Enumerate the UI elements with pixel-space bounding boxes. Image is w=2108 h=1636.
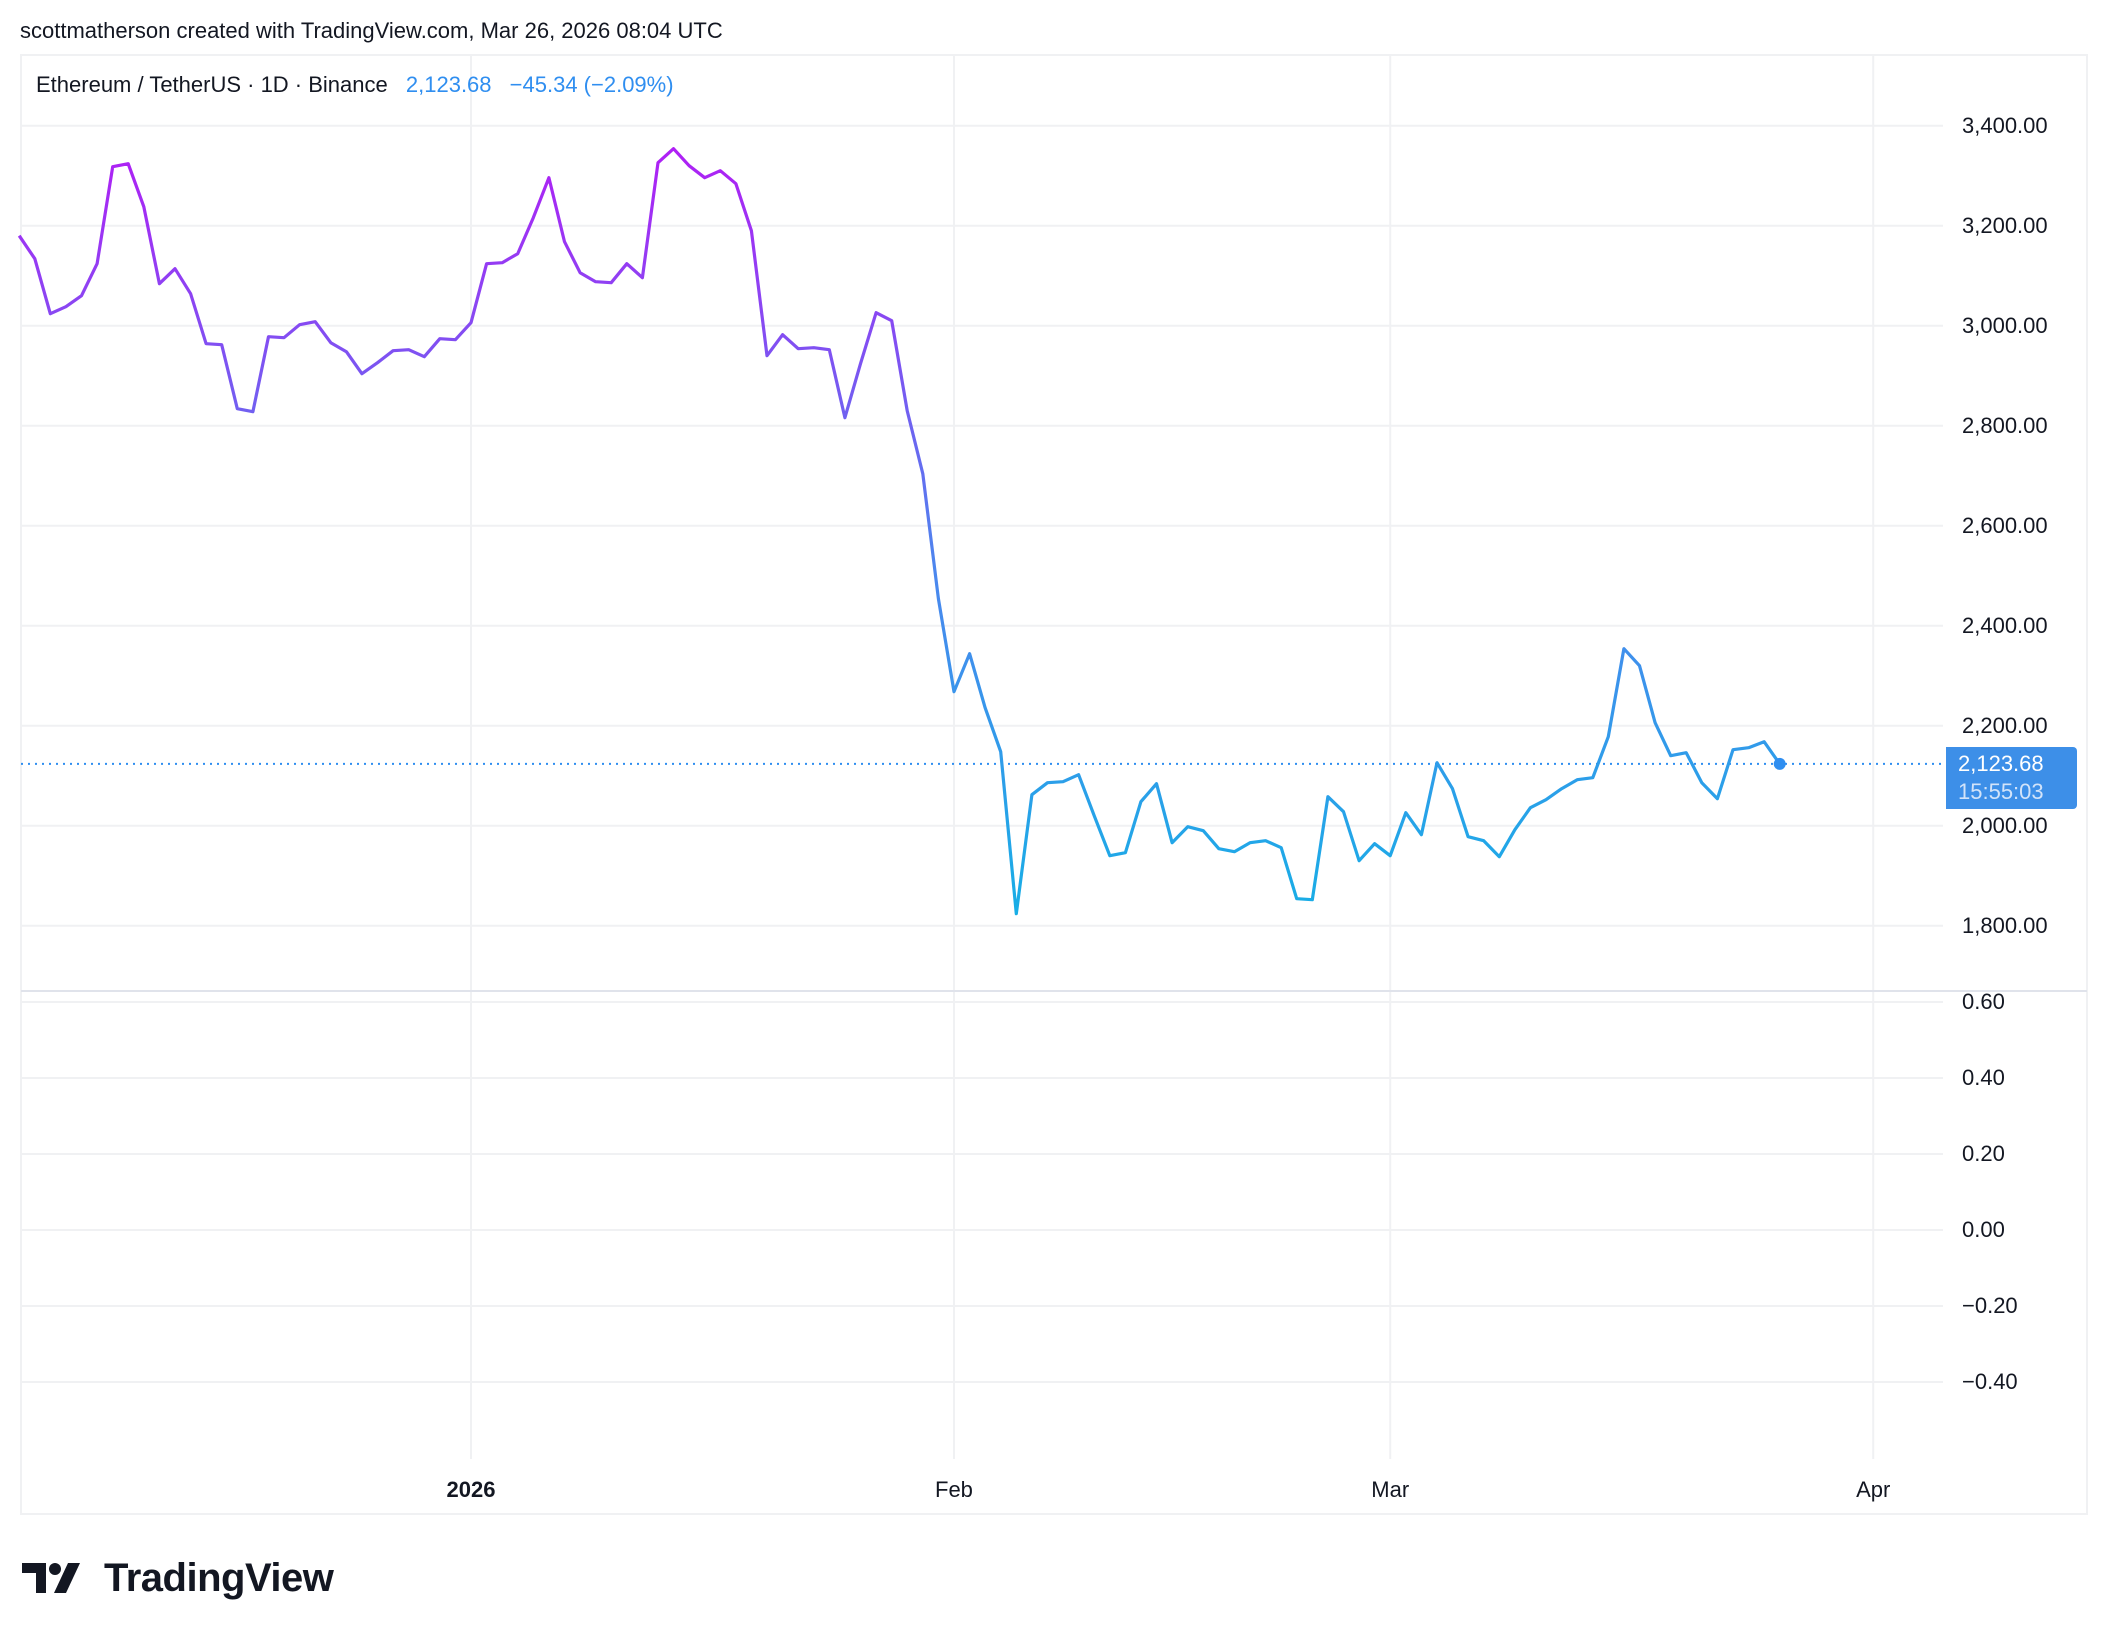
indicator-axis-label: 0.60: [1962, 989, 2005, 1014]
symbol-name[interactable]: Ethereum / TetherUS · 1D · Binance: [36, 72, 388, 97]
bar-countdown: 15:55:03: [1958, 779, 2044, 804]
time-axis-label: Mar: [1371, 1477, 1410, 1502]
tradingview-logo[interactable]: TradingView: [22, 1555, 334, 1600]
indicator-axis-label: 0.40: [1962, 1065, 2005, 1090]
price-axis-label: 2,000.00: [1962, 812, 2048, 838]
logo-text: TradingView: [104, 1555, 334, 1600]
horizontal-gridlines: [21, 124, 1943, 1383]
price-axis-label: 1,800.00: [1962, 912, 2048, 938]
time-axis-label: Apr: [1856, 1477, 1891, 1502]
price-tag-value: 2,123.68: [1958, 751, 2044, 776]
price-axis-label: 3,000.00: [1962, 312, 2048, 338]
indicator-axis-label: −0.40: [1962, 1369, 2018, 1394]
vertical-gridlines: [470, 56, 1875, 1459]
price-axis-label: 2,800.00: [1962, 412, 2048, 438]
legend-change: −45.34 (−2.09%): [509, 72, 674, 97]
price-axis-label: 2,200.00: [1962, 712, 2048, 738]
tradingview-logo-icon: [22, 1563, 80, 1593]
indicator-axis-label: 0.20: [1962, 1141, 2005, 1166]
price-series-line: [17, 147, 1782, 916]
last-price-dot: [1773, 757, 1786, 770]
legend-last-price: 2,123.68: [405, 72, 492, 97]
price-axis-label: 3,400.00: [1962, 112, 2048, 138]
indicator-axis-label: 0.00: [1962, 1217, 2005, 1242]
last-price-tag: 2,123.68 15:55:03: [1946, 747, 2077, 809]
indicator-axis-label: −0.20: [1962, 1293, 2018, 1318]
chart-caption: scottmatherson created with TradingView.…: [20, 18, 723, 43]
price-axis-label: 2,600.00: [1962, 512, 2048, 538]
symbol-legend[interactable]: Ethereum / TetherUS · 1D · Binance 2,123…: [36, 70, 674, 100]
time-axis-label: Feb: [935, 1477, 973, 1502]
time-axis-label: 2026: [446, 1477, 496, 1502]
price-axis-label: 2,400.00: [1962, 612, 2048, 638]
price-axis-label: 3,200.00: [1962, 212, 2048, 238]
chart-frame: [20, 54, 2088, 1515]
